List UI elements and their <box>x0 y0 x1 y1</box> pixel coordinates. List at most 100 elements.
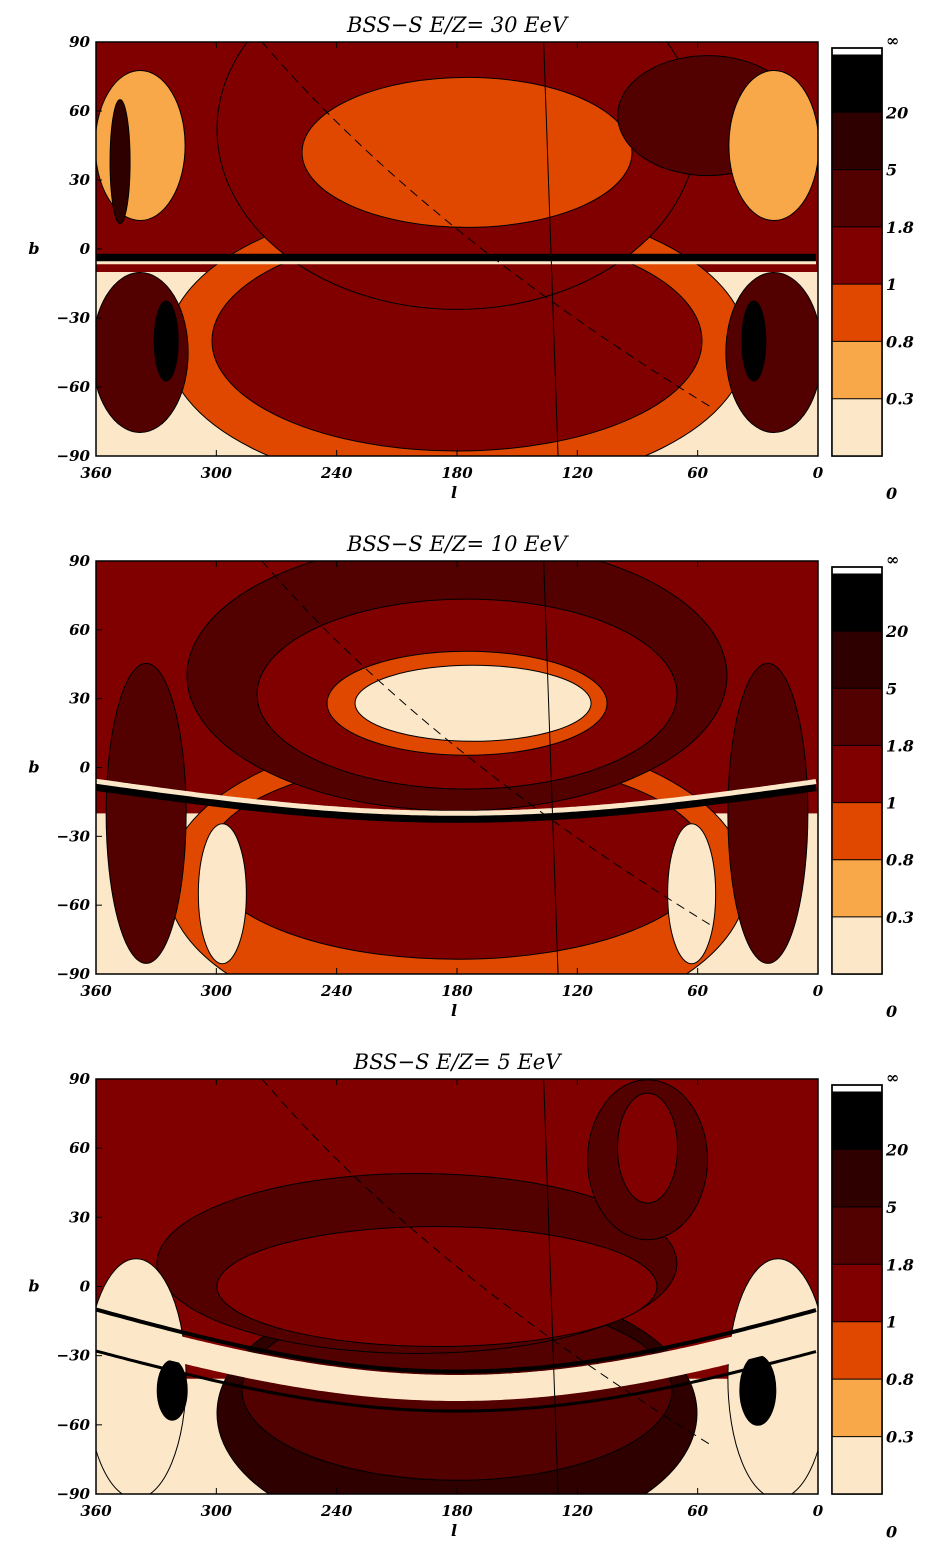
colorbar-label: 1.8 <box>886 218 914 237</box>
contour-band-equator-light <box>96 778 817 816</box>
colorbar-outline <box>831 566 883 975</box>
colorbar-label: 0 <box>886 1522 897 1541</box>
colorbar-label: 0.8 <box>886 851 914 870</box>
x-tick-label: 240 <box>320 1502 353 1520</box>
colorbar-level <box>832 745 882 804</box>
contour-region-left-wave <box>105 662 187 964</box>
x-tick-label: 60 <box>687 464 708 482</box>
x-axis-label: l <box>451 1521 457 1540</box>
meridian-line <box>543 561 559 974</box>
meridian-line <box>543 42 559 456</box>
x-axis-label: l <box>451 483 457 502</box>
chart-title: BSS−S E/Z= 10 EeV <box>346 532 569 556</box>
colorbar-level <box>832 1092 882 1150</box>
contour-region-left-upper-dark <box>109 99 131 225</box>
x-tick-label: 60 <box>687 1502 708 1520</box>
contour-region-right-lower-core <box>741 300 767 382</box>
colorbar-label: 0.3 <box>886 1428 914 1447</box>
colorbar-label: 0.3 <box>886 390 914 409</box>
colorbar-label: ∞ <box>886 550 899 569</box>
heatmap-area <box>96 42 818 456</box>
x-tick-label: 120 <box>562 1502 594 1520</box>
colorbar-label: 1.8 <box>886 1255 914 1274</box>
colorbar-level <box>832 112 882 171</box>
colorbar-level <box>832 802 882 861</box>
y-tick-label: 30 <box>69 171 90 189</box>
y-tick-label: −90 <box>57 965 91 983</box>
colorbar-label: 0.3 <box>886 908 914 927</box>
colorbar-level <box>832 1206 882 1265</box>
colorbar-label: 1 <box>886 275 897 294</box>
y-tick-label: 90 <box>69 552 90 570</box>
contour-region-north-core <box>301 76 633 228</box>
colorbar-level <box>832 1264 882 1323</box>
y-tick-label: −60 <box>57 896 91 914</box>
y-tick-label: −30 <box>57 827 91 845</box>
colorbar-label: 0 <box>886 1002 897 1021</box>
colorbar-label: 20 <box>885 622 908 641</box>
colorbar-level <box>832 1436 882 1495</box>
x-tick-label: 60 <box>687 982 708 1000</box>
colorbar-level <box>832 341 882 400</box>
colorbar-label: 1 <box>886 794 897 813</box>
colorbar-level <box>832 859 882 918</box>
colorbar-label: ∞ <box>886 1068 899 1087</box>
colorbar-label: 5 <box>886 161 897 180</box>
x-tick-label: 0 <box>813 464 824 482</box>
y-tick-label: −30 <box>57 1347 91 1365</box>
y-tick-label: 60 <box>69 102 90 120</box>
x-tick-label: 180 <box>441 464 473 482</box>
dashed-contour-line <box>261 42 710 407</box>
y-tick-label: 90 <box>69 1070 90 1088</box>
x-tick-label: 300 <box>201 982 233 1000</box>
dashed-contour-line <box>261 1079 710 1445</box>
colorbar-level <box>832 284 882 342</box>
contour-region-left-upper <box>96 70 186 221</box>
meridian-line <box>543 1079 559 1494</box>
x-tick-label: 0 <box>813 1502 824 1520</box>
x-tick-label: 120 <box>562 982 594 1000</box>
colorbar-label: 1 <box>886 1313 897 1332</box>
colorbar-label: 1.8 <box>886 736 914 755</box>
colorbar-label: 0.8 <box>886 1370 914 1389</box>
y-tick-label: 60 <box>69 1139 90 1157</box>
y-axis-label: b <box>28 239 39 258</box>
contour-region-north-core <box>354 664 592 742</box>
y-tick-label: −90 <box>57 447 91 465</box>
contour-region-right-light <box>667 823 717 965</box>
x-axis-label: l <box>451 1001 457 1020</box>
x-tick-label: 300 <box>201 464 233 482</box>
colorbar-outline <box>831 1084 883 1495</box>
colorbar: ∞ 20 5 1.8 1 0.8 0.3 0 <box>831 1068 914 1541</box>
x-tick-label: 300 <box>201 1502 233 1520</box>
y-tick-label: −60 <box>57 378 91 396</box>
contour-band-equator-light <box>96 1315 818 1401</box>
x-tick-label: 360 <box>80 1502 112 1520</box>
colorbar-level <box>832 55 882 113</box>
colorbar-level <box>832 916 882 975</box>
contour-region-ne-loop-inner <box>617 1092 679 1204</box>
colorbar: ∞ 20 5 1.8 1 0.8 0.3 0 <box>831 550 914 1021</box>
x-tick-label: 240 <box>320 982 353 1000</box>
colorbar-level <box>832 1321 882 1380</box>
chart-title: BSS−S E/Z= 30 EeV <box>346 13 569 37</box>
y-tick-label: 30 <box>69 1208 90 1226</box>
colorbar: ∞ 20 5 1.8 1 0.8 0.3 0 <box>831 31 914 503</box>
colorbar-label: 0.8 <box>886 332 914 351</box>
contour-region-left-lower-core <box>153 300 179 382</box>
colorbar-label: 5 <box>886 1198 897 1217</box>
x-tick-label: 360 <box>80 982 112 1000</box>
y-tick-label: 60 <box>69 621 90 639</box>
colorbar-outline <box>831 47 883 457</box>
x-tick-label: 240 <box>320 464 353 482</box>
colorbar-level <box>832 574 882 632</box>
colorbar-level <box>832 1149 882 1208</box>
x-tick-label: 180 <box>441 982 473 1000</box>
contour-band-equator-dark <box>96 780 817 823</box>
y-tick-label: 0 <box>80 240 91 258</box>
x-tick-label: 360 <box>80 464 112 482</box>
y-tick-label: 0 <box>80 759 91 777</box>
colorbar-level <box>832 226 882 285</box>
